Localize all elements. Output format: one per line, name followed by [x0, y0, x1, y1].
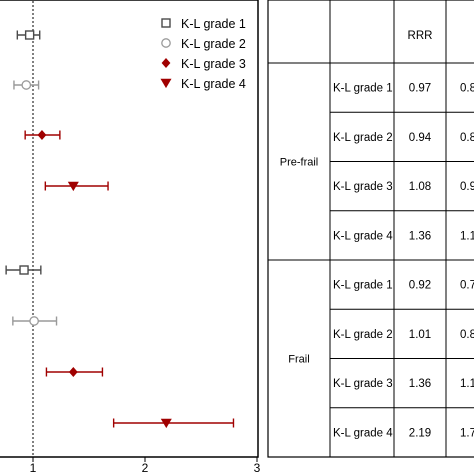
- point-estimate: [21, 80, 32, 90]
- results-table: RRR Pre-frail Frail K-L grade 1 0.97 0.8 K-L g…: [267, 0, 474, 458]
- table-grade-cell: K-L grade 4: [333, 427, 393, 439]
- table-ci-cell: 0.8: [460, 132, 474, 144]
- estimate-row-3: [24, 130, 61, 140]
- legend-label: K-L grade 1: [181, 17, 246, 31]
- legend-marker: [161, 38, 171, 48]
- point-estimate: [68, 367, 78, 377]
- point-estimate: [67, 181, 79, 192]
- point-estimate: [160, 418, 172, 429]
- table-grade-cell: K-L grade 2: [333, 329, 393, 341]
- table-frame: [267, 0, 474, 458]
- x-tick-label-2: 2: [142, 461, 149, 474]
- estimate-row-7: [45, 367, 104, 377]
- legend-item-3: K-L grade 3: [161, 57, 246, 71]
- estimate-row-5: [5, 265, 42, 275]
- estimate-row-6: [12, 316, 58, 326]
- legend: K-L grade 1 K-L grade 2 K-L grade 3 K-L gra…: [160, 17, 246, 91]
- x-tick-label-1: 1: [30, 461, 37, 474]
- point-estimate: [19, 265, 29, 275]
- legend-item-4: K-L grade 4: [160, 77, 246, 91]
- legend-marker: [160, 78, 172, 89]
- table-group-label-2: Frail: [288, 354, 309, 366]
- table-rrr-cell: 1.36: [409, 378, 431, 390]
- table-ci-cell: 0.9: [460, 181, 474, 193]
- plot-frame: [0, 0, 259, 458]
- table-rrr-cell: 1.01: [409, 329, 431, 341]
- legend-label: K-L grade 2: [181, 37, 246, 51]
- legend-label: K-L grade 3: [181, 57, 246, 71]
- table-rrr-cell: 0.94: [409, 132, 432, 144]
- table-grade-cell: K-L grade 2: [333, 132, 393, 144]
- table-group-label-1: Pre-frail: [280, 157, 319, 169]
- estimate-row-4: [44, 181, 109, 192]
- estimate-row-8: [112, 418, 235, 429]
- table-ci-cell: 1.7: [460, 427, 474, 439]
- table-grade-cell: K-L grade 1: [333, 280, 393, 292]
- table-grade-cell: K-L grade 3: [333, 378, 393, 390]
- table-rrr-cell: 0.92: [409, 280, 431, 292]
- x-tick-label-3: 3: [254, 461, 261, 474]
- legend-item-2: K-L grade 2: [161, 37, 246, 51]
- plot-panel: 1 2 3: [0, 0, 261, 474]
- estimate-row-2: [13, 80, 40, 90]
- legend-label: K-L grade 4: [181, 77, 246, 91]
- table-ci-cell: 0.8: [460, 329, 474, 341]
- table-header-rrr: RRR: [408, 30, 433, 42]
- legend-marker: [161, 18, 171, 28]
- table-grade-cell: K-L grade 3: [333, 181, 393, 193]
- table-ci-cell: 0.7: [460, 280, 474, 292]
- point-estimate: [37, 130, 47, 140]
- estimate-row-1: [16, 30, 41, 40]
- table-rrr-cell: 2.19: [409, 427, 431, 439]
- table-ci-cell: 1.1: [460, 378, 474, 390]
- table-grade-cell: K-L grade 1: [333, 83, 393, 95]
- legend-item-1: K-L grade 1: [161, 17, 246, 31]
- table-ci-cell: 1.1: [460, 230, 474, 242]
- point-estimate: [24, 30, 35, 40]
- table-grade-cell: K-L grade 4: [333, 230, 393, 242]
- table-rrr-cell: 1.36: [409, 230, 431, 242]
- table-rrr-cell: 1.08: [409, 181, 431, 193]
- point-estimate: [29, 316, 39, 326]
- table-ci-cell: 0.8: [460, 83, 474, 95]
- legend-marker: [161, 58, 171, 68]
- table-rrr-cell: 0.97: [409, 83, 431, 95]
